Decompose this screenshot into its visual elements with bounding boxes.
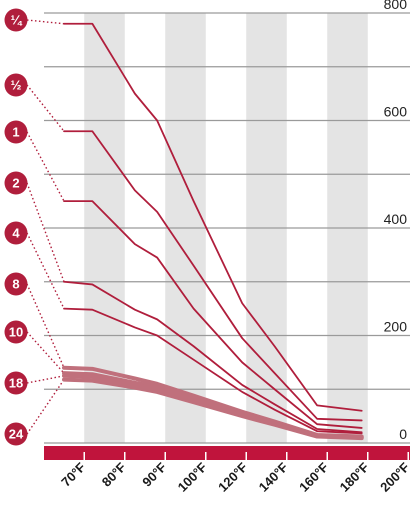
series-line	[63, 280, 363, 434]
leader-line	[26, 375, 65, 384]
x-tick-label: 80°F	[99, 459, 129, 489]
y-tick-label: 400	[384, 211, 408, 227]
series-badge-label: 4	[12, 226, 20, 241]
series-badge-label: 8	[12, 277, 19, 292]
series-badge	[4, 422, 28, 446]
x-tick-label: 200°F	[377, 459, 412, 494]
series-line	[63, 22, 363, 412]
leader-line	[26, 131, 65, 202]
series-badge	[4, 8, 28, 32]
leader-line	[26, 379, 65, 435]
series-badge	[4, 120, 28, 144]
series-badge	[4, 272, 28, 296]
series-line	[62, 377, 364, 441]
leader-line	[26, 182, 65, 282]
x-tick-label: 160°F	[296, 459, 331, 494]
y-tick-label: 200	[384, 319, 408, 335]
series-badge-label: ¼	[11, 13, 23, 28]
grid-lines	[44, 12, 410, 444]
x-tick-label: 120°F	[215, 459, 250, 494]
series-badge	[4, 320, 28, 344]
series-badge	[4, 221, 28, 245]
x-axis-bar	[44, 446, 410, 460]
series-badge-label: ½	[11, 78, 22, 93]
series-lines	[62, 22, 364, 441]
series-badge-label: 18	[9, 376, 23, 391]
series-badge	[4, 371, 28, 395]
leader-line	[26, 19, 65, 25]
series-badge	[4, 171, 28, 195]
series-line	[63, 200, 363, 429]
leader-line	[26, 84, 65, 132]
y-tick-label: 600	[384, 104, 408, 120]
x-tick-label: 90°F	[139, 459, 169, 489]
series-badge-label: 10	[9, 325, 23, 340]
y-tick-label: 800	[384, 0, 408, 12]
leader-line	[26, 331, 65, 374]
series-badge-label: 2	[12, 176, 19, 191]
y-tick-label: 0	[399, 426, 407, 442]
x-tick-label: 70°F	[58, 459, 88, 489]
series-badge-label: 24	[9, 427, 24, 442]
series-line	[63, 130, 363, 422]
series-badge	[4, 73, 28, 97]
series-line	[63, 307, 363, 435]
x-tick-label: 180°F	[337, 459, 372, 494]
x-tick-label: 140°F	[256, 459, 291, 494]
x-tick-label: 100°F	[175, 459, 210, 494]
leader-lines	[26, 19, 65, 435]
leader-line	[26, 232, 65, 309]
x-axis: 70°F 80°F 90°F 100°F 120°F 140°F 160°F 180°F 200…	[44, 446, 412, 495]
series-badge-label: 1	[12, 125, 19, 140]
y-axis-ticks: 800 600 400 200 0	[384, 0, 408, 442]
leader-line	[26, 283, 65, 369]
